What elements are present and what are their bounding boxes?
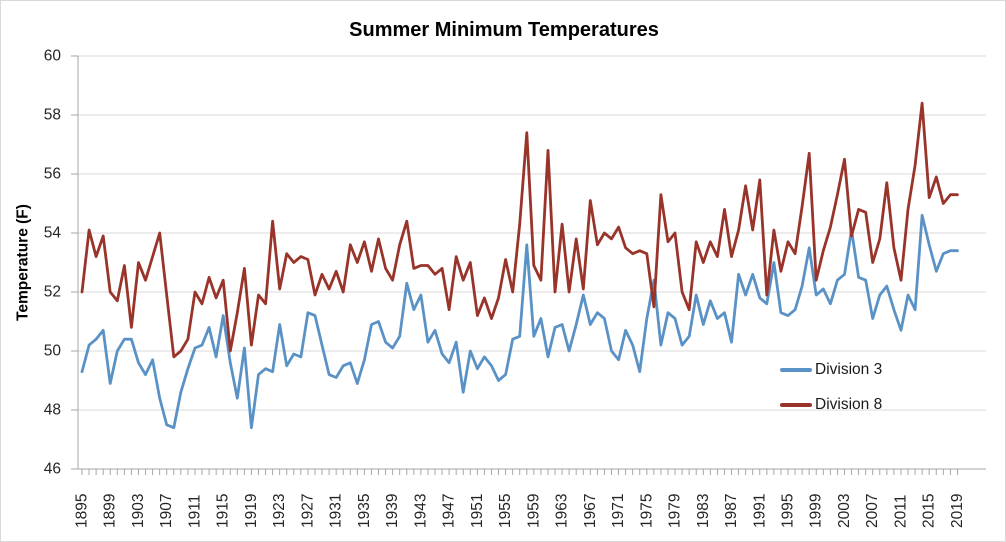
y-tick-label: 52 xyxy=(44,284,61,301)
x-tick-label: 1991 xyxy=(751,494,768,528)
x-tick-label: 1931 xyxy=(328,494,345,528)
x-tick-label: 2007 xyxy=(864,494,881,528)
x-tick-label: 1899 xyxy=(102,494,119,528)
x-tick-label: 1903 xyxy=(130,494,147,528)
x-tick-label: 1979 xyxy=(667,494,684,528)
y-tick-label: 60 xyxy=(44,48,62,65)
division-8-line-swatch xyxy=(780,403,812,407)
legend: Division 3 Division 8 xyxy=(780,361,882,414)
x-tick-label: 1927 xyxy=(299,494,316,528)
x-tick-label: 2015 xyxy=(921,494,938,528)
x-tick-label: 1967 xyxy=(582,494,599,528)
chart-title: Summer Minimum Temperatures xyxy=(349,19,659,41)
legend-label-division-3: Division 3 xyxy=(815,361,883,378)
y-tick-label: 58 xyxy=(44,107,61,124)
x-tick-label: 1911 xyxy=(186,495,203,528)
y-tick-label: 48 xyxy=(44,402,61,419)
x-tick-label: 1895 xyxy=(74,494,91,528)
y-tick-label: 54 xyxy=(44,225,62,242)
x-tick-label: 1963 xyxy=(554,494,571,528)
x-tick-label: 1919 xyxy=(243,494,260,528)
y-axis-title: Temperature (F) xyxy=(15,204,32,321)
x-tick-label: 1983 xyxy=(695,494,712,528)
x-tick-label: 1975 xyxy=(638,494,655,528)
x-tick-label: 1923 xyxy=(271,494,288,528)
x-tick-label: 1907 xyxy=(158,494,175,528)
x-tick-label: 1935 xyxy=(356,494,373,528)
legend-entry-division-3: Division 3 xyxy=(780,361,882,379)
x-tick-label: 1995 xyxy=(780,494,797,528)
x-tick-label: 1959 xyxy=(525,494,542,528)
x-tick-label: 1951 xyxy=(469,494,486,528)
y-tick-label: 46 xyxy=(44,461,61,478)
series-line-division-3 xyxy=(80,213,959,430)
x-tick-label: 1939 xyxy=(384,494,401,528)
x-tick-label: 1955 xyxy=(497,494,514,528)
x-tick-label: 1943 xyxy=(412,494,429,528)
y-tick-label: 56 xyxy=(44,166,61,183)
legend-label-division-8: Division 8 xyxy=(815,396,883,413)
division-3-line-swatch xyxy=(780,368,812,372)
y-tick-label: 50 xyxy=(44,343,62,360)
x-tick-label: 2019 xyxy=(949,494,966,528)
x-tick-label: 1915 xyxy=(215,494,232,528)
x-tick-label: 1999 xyxy=(808,494,825,528)
x-tick-label: 1987 xyxy=(723,494,740,528)
x-tick-label: 2011 xyxy=(892,495,909,528)
x-tick-label: 2003 xyxy=(836,494,853,528)
x-tick-label: 1971 xyxy=(610,494,627,528)
x-tick-label: 1947 xyxy=(441,494,458,528)
series-line-division-8 xyxy=(80,101,959,359)
legend-entry-division-8: Division 8 xyxy=(780,396,882,414)
